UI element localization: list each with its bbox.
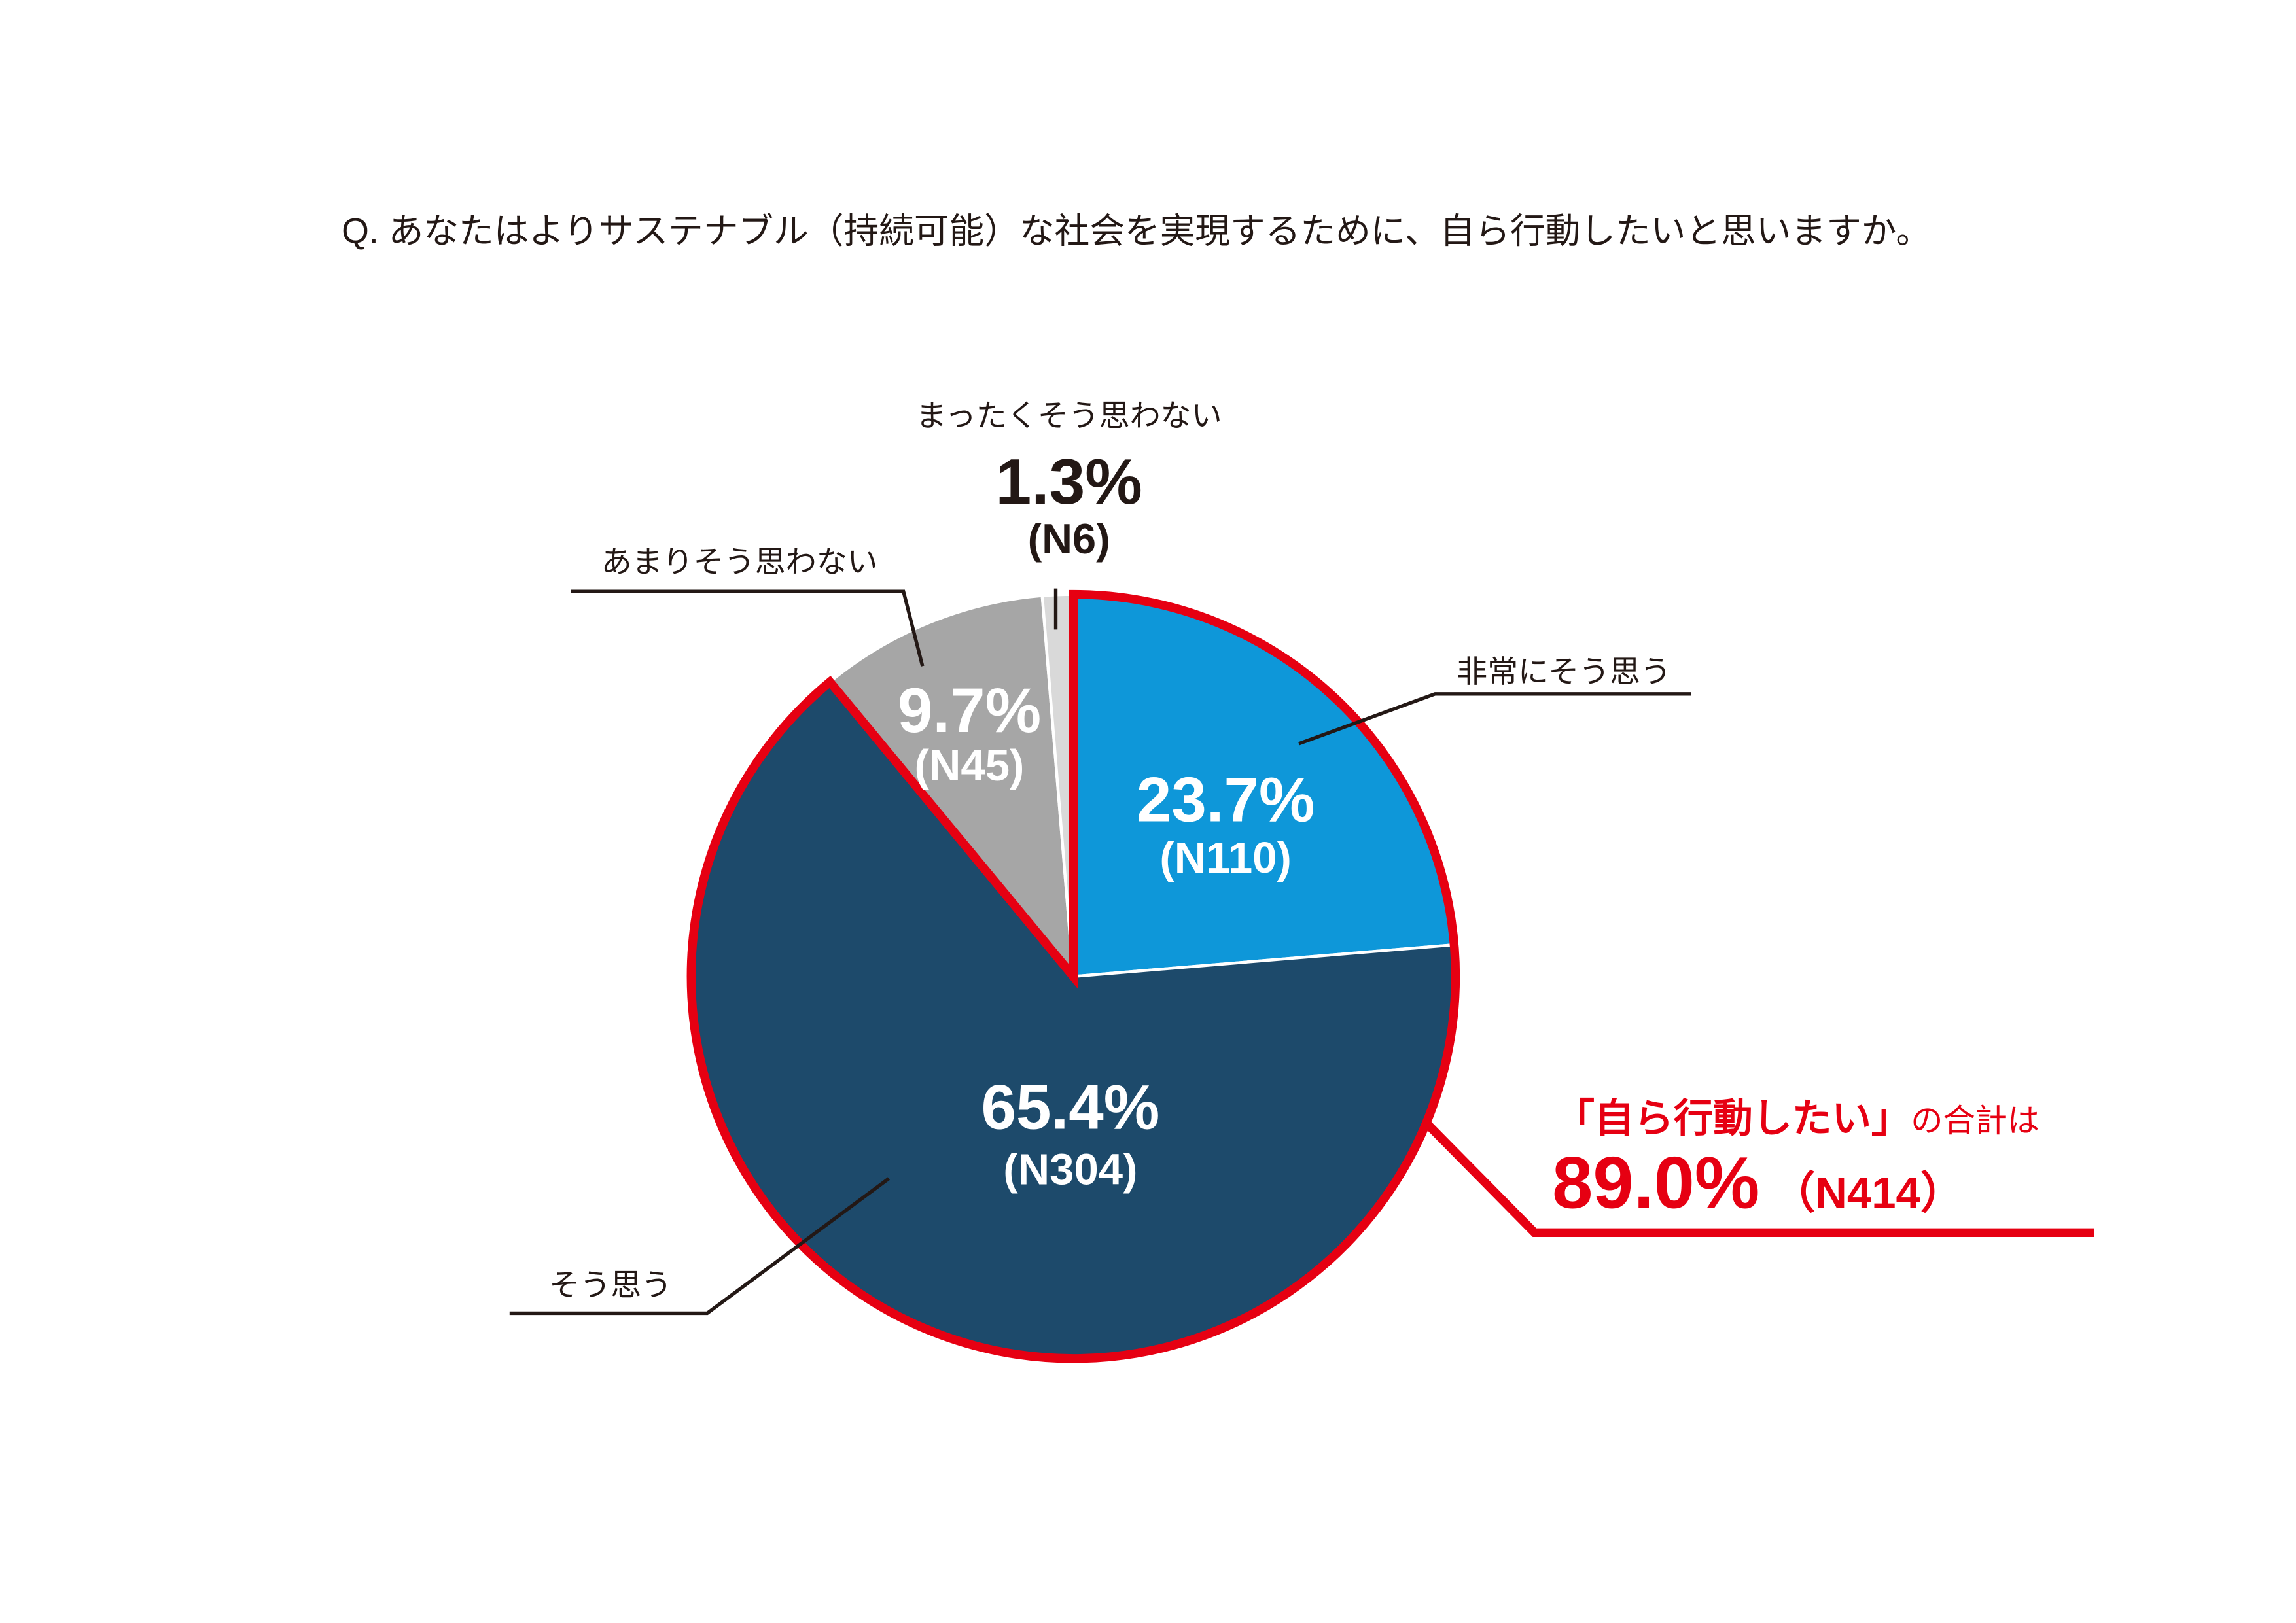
slice-label-very-much-agree: 非常にそう思う [1457,654,1671,689]
highlight-percent: 89.0% [1552,1142,1759,1223]
slice-count-very-much-agree: (N110) [1159,833,1291,882]
highlight-label: 「自ら行動したい」 [1555,1096,1911,1140]
chart-title: Q. あなたはよりサステナブル（持続可能）な社会を実現するために、自ら行動したい… [342,212,1931,251]
highlight-total: 89.0% （N414） [1552,1142,1964,1223]
pie-slice-somewhat-disagree [828,594,1075,978]
highlight-caption: 「自ら行動したい」の合計は [1555,1096,2040,1140]
slice-count-agree: (N304) [1003,1145,1137,1194]
leader-line-highlight [1424,1121,2094,1238]
slice-percent-agree: 65.4% [981,1072,1159,1142]
slice-count-strongly-disagree: (N6) [1028,515,1110,563]
slice-label-strongly-disagree: まったくそう思わない [916,398,1222,432]
leader-line-somewhat-disagree [571,589,925,667]
pie [686,589,1460,1363]
leader-line-agree [509,1177,890,1316]
slice-percent-strongly-disagree: 1.3% [995,445,1142,517]
leader-line-very-much-agree [1298,692,1691,746]
slice-count-somewhat-disagree: (N45) [915,741,1025,790]
slice-percent-very-much-agree: 23.7% [1137,765,1315,835]
slice-percent-somewhat-disagree: 9.7% [898,676,1041,746]
highlight-count: （N414） [1771,1168,1964,1217]
slice-label-somewhat-disagree: あまりそう思わない [601,544,878,579]
highlight-suffix: の合計は [1911,1103,2040,1139]
highlight-outline [686,589,1460,1363]
slice-label-agree: そう思う [549,1268,672,1302]
